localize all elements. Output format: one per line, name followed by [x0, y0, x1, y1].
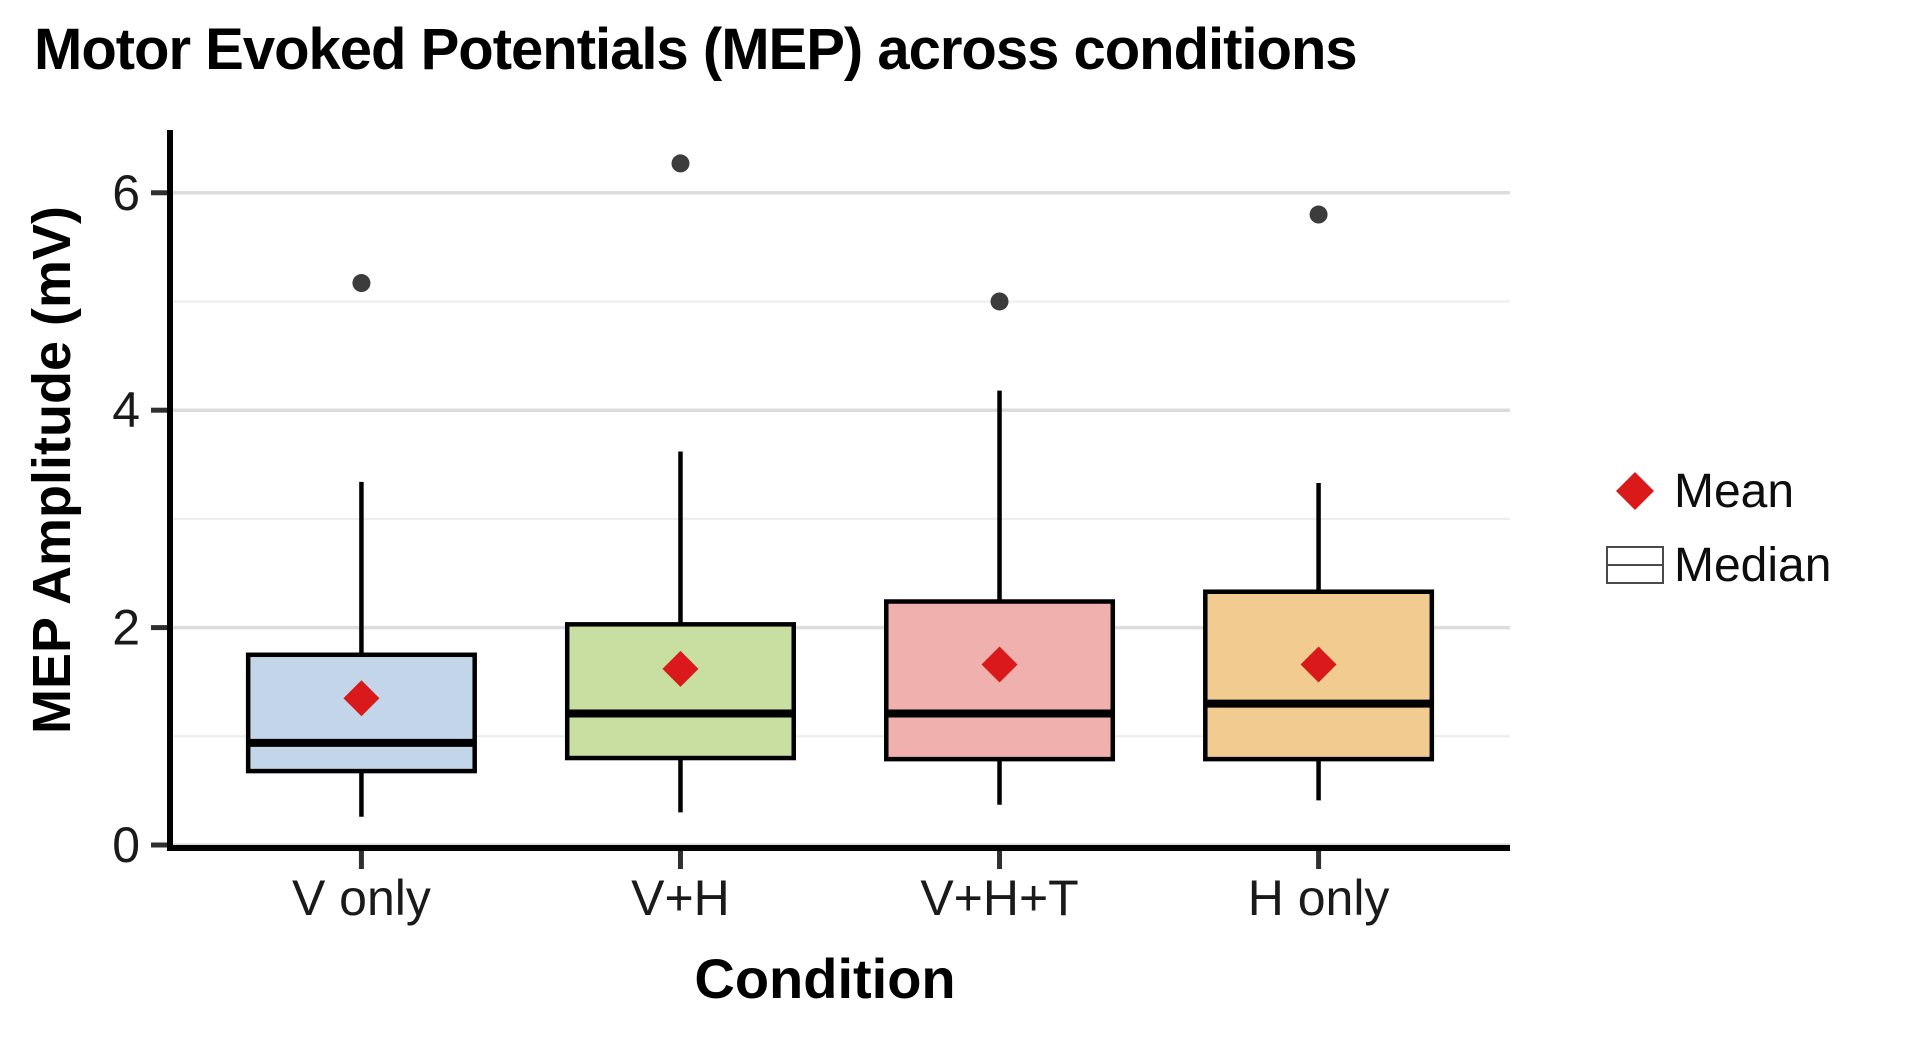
x-tick-label: V only: [292, 870, 431, 926]
legend: Mean Median: [1596, 458, 1831, 598]
median-glyph-box: [1606, 546, 1664, 584]
median-glyph-line: [1608, 564, 1662, 566]
legend-item-mean: Mean: [1596, 458, 1831, 524]
mean-marker-v-h: [662, 650, 699, 687]
box-v-h-t: [884, 599, 1116, 762]
mean-marker-v-h-t: [981, 646, 1018, 683]
outlier-dot-v-h-t: [990, 292, 1009, 311]
mean-diamond-shape: [1616, 472, 1654, 510]
x-axis-title: Condition: [694, 947, 956, 1010]
mean-marker-h-only: [1300, 646, 1337, 683]
mean-marker-v-only: [343, 680, 380, 717]
outlier-dot-v-only: [352, 274, 371, 293]
y-tick-label: 0: [112, 817, 140, 873]
x-tick-label: V+H: [631, 870, 730, 926]
chart-title: Motor Evoked Potentials (MEP) across con…: [34, 17, 1358, 82]
box-v-h: [564, 622, 796, 761]
outlier-dot-h-only: [1309, 205, 1328, 224]
y-tick-label: 2: [112, 600, 140, 656]
y-tick-label: 6: [112, 165, 140, 221]
outlier-dot-v-h: [671, 154, 690, 173]
legend-label-mean: Mean: [1674, 464, 1795, 518]
legend-label-median: Median: [1674, 538, 1832, 592]
x-tick-label: H only: [1248, 870, 1390, 926]
legend-item-median: Median: [1596, 532, 1831, 598]
mean-diamond-svg: [1616, 472, 1654, 510]
mean-diamond-icon: [1596, 469, 1674, 513]
median-box-icon: [1596, 546, 1674, 584]
y-tick-label: 4: [112, 382, 140, 438]
x-tick-label: V+H+T: [920, 870, 1078, 926]
